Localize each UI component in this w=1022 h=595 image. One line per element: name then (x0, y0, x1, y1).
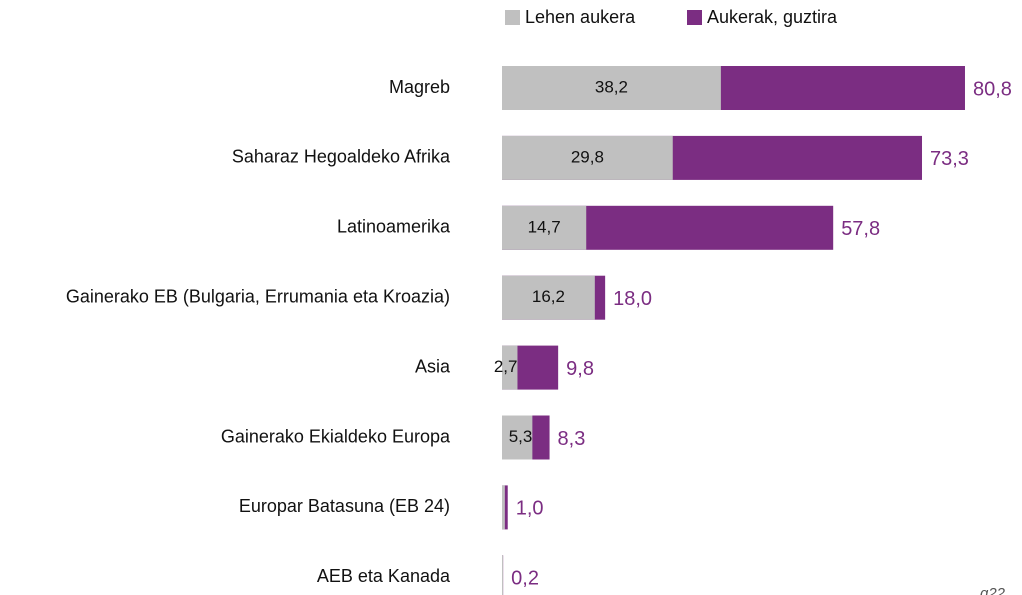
value-label: 1,0 (516, 498, 544, 520)
value-label: 73,3 (930, 148, 969, 170)
category-label: Europar Batasuna (EB 24) (239, 496, 450, 516)
value-label: 18,0 (613, 288, 652, 310)
value-label: 38,2 (595, 77, 628, 96)
legend-label: Aukerak, guztira (707, 7, 838, 27)
legend-label: Lehen aukera (525, 7, 636, 27)
value-label: 57,8 (841, 218, 880, 240)
category-label: Asia (415, 356, 451, 376)
value-label: 5,3 (509, 427, 533, 446)
value-label: 16,2 (532, 287, 565, 306)
value-label: 2,7 (494, 357, 518, 376)
bar (502, 555, 503, 595)
value-label: 8,3 (558, 428, 586, 450)
value-label: 0,2 (511, 568, 539, 590)
legend-swatch (687, 10, 702, 25)
bar (502, 205, 587, 250)
note: g22 (980, 585, 1006, 595)
value-label: 80,8 (973, 78, 1012, 100)
category-label: Magreb (389, 77, 450, 97)
value-label: 9,8 (566, 358, 594, 380)
category-label: Gainerako Ekialdeko Europa (221, 426, 451, 446)
category-label: Saharaz Hegoaldeko Afrika (232, 147, 451, 167)
category-label: Latinoamerika (337, 217, 451, 237)
bar (502, 275, 595, 320)
bar (502, 66, 721, 110)
value-label: 29,8 (571, 147, 604, 166)
category-label: Gainerako EB (Bulgaria, Errumania eta Kr… (66, 286, 450, 306)
bar (502, 135, 673, 180)
legend-swatch (505, 10, 520, 25)
value-label: 14,7 (528, 217, 561, 236)
bar (502, 345, 518, 390)
category-label: AEB eta Kanada (317, 566, 451, 586)
bar (502, 415, 533, 460)
bar (502, 485, 505, 530)
